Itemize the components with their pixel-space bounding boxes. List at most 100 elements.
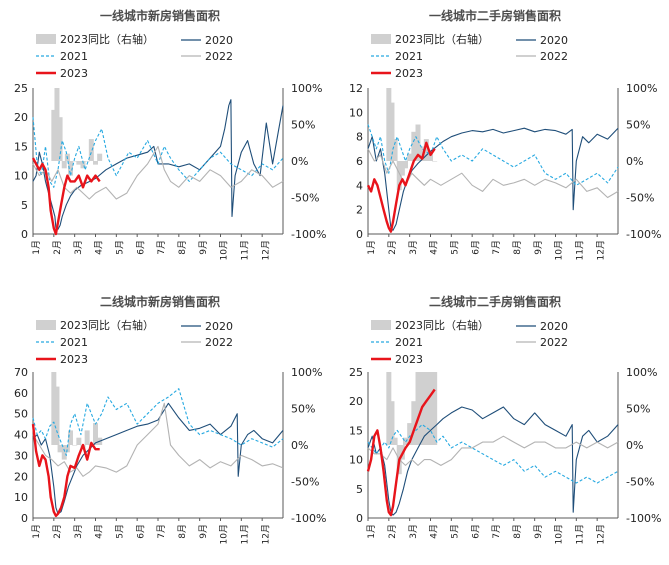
x-tick-label: 2月 [387, 240, 398, 255]
yoy-bar [389, 102, 395, 161]
legend-label-2023: 2023 [395, 67, 423, 80]
x-tick-label: 1月 [366, 524, 377, 539]
x-tick-label: 9月 [198, 240, 209, 255]
x-tick-label: 4月 [94, 240, 105, 255]
x-tick-label: 6月 [470, 240, 481, 255]
y-tick-label: 10 [349, 106, 363, 119]
x-tick-label: 3月 [73, 240, 84, 255]
y-tick-label: 5 [356, 483, 363, 496]
yoy-bar [84, 161, 90, 162]
y-tick-label: 20 [14, 470, 28, 483]
x-tick-label: 10月 [554, 524, 565, 544]
x-tick-label: 7月 [156, 524, 167, 539]
x-tick-label: 7月 [156, 240, 167, 255]
legend-label-2020: 2020 [205, 34, 233, 47]
chart-title: 一线城市二手房销售面积 [429, 8, 561, 23]
series-line-2023 [366, 141, 436, 233]
yoy-bar [72, 161, 78, 162]
legend-label-2021: 2021 [60, 336, 88, 349]
x-tick-label: 6月 [135, 524, 146, 539]
y-tick-label: 40 [14, 429, 28, 442]
yoy-bar [97, 153, 103, 161]
legend-label-yoy: 2023同比（右轴） [395, 318, 489, 332]
y2-tick-label: 50% [626, 403, 650, 416]
yoy-bar [84, 430, 90, 445]
series-line-2020 [32, 99, 284, 230]
yoy-bar [93, 423, 98, 445]
series-line-2022 [32, 145, 284, 200]
x-tick-label: 5月 [449, 524, 460, 539]
x-tick-label: 1月 [366, 240, 377, 255]
x-tick-label: 3月 [408, 240, 419, 255]
yoy-bar [423, 372, 429, 445]
yoy-bar [93, 161, 98, 165]
yoy-bar [396, 161, 402, 191]
x-tick-label: 1月 [31, 240, 42, 255]
yoy-bar [76, 161, 82, 165]
y2-tick-label: 0% [626, 155, 643, 168]
legend-label-2022: 2022 [205, 50, 233, 63]
series-line-2020 [367, 406, 619, 516]
y-tick-label: 6 [356, 155, 363, 168]
legend-label-2022: 2022 [540, 50, 568, 63]
x-tick-label: 5月 [449, 240, 460, 255]
yoy-bar [392, 139, 398, 161]
yoy-bar [68, 430, 73, 445]
series-line-2020 [32, 402, 284, 515]
x-tick-label: 10月 [219, 524, 230, 544]
yoy-bar [432, 161, 438, 162]
x-tick-label: 3月 [408, 524, 419, 539]
legend-label-2020: 2020 [540, 34, 568, 47]
y2-tick-label: 100% [626, 366, 657, 379]
yoy-bar [419, 146, 425, 161]
y-tick-label: 25 [14, 82, 28, 95]
x-tick-label: 10月 [554, 240, 565, 260]
y-tick-label: 30 [14, 449, 28, 462]
y2-tick-label: 50% [626, 119, 650, 132]
y2-tick-label: -50% [626, 192, 654, 205]
x-tick-label: 8月 [512, 240, 523, 255]
y-tick-label: 10 [14, 491, 28, 504]
y2-tick-label: -50% [291, 476, 319, 489]
x-tick-label: 6月 [470, 524, 481, 539]
series-line-2021 [32, 117, 284, 188]
y-tick-label: 4 [356, 179, 363, 192]
y-tick-label: 8 [356, 131, 363, 144]
series-line-2021 [367, 424, 619, 484]
yoy-bar [428, 153, 433, 161]
legend-swatch-yoy [36, 320, 56, 330]
yoy-bar [415, 372, 421, 445]
x-tick-label: 12月 [260, 240, 271, 260]
yoy-bar [57, 117, 63, 161]
yoy-bar [51, 109, 57, 161]
x-tick-label: 2月 [52, 240, 63, 255]
x-tick-label: 7月 [491, 524, 502, 539]
x-tick-label: 11月 [574, 240, 585, 260]
y-tick-label: 0 [21, 228, 28, 241]
y-tick-label: 20 [349, 395, 363, 408]
x-tick-label: 11月 [239, 524, 250, 544]
y2-tick-label: -100% [291, 512, 326, 525]
yoy-bar [57, 445, 63, 453]
yoy-bar [61, 445, 67, 460]
legend-label-2020: 2020 [205, 320, 233, 333]
y2-tick-label: 50% [291, 119, 315, 132]
y2-tick-label: -100% [291, 228, 326, 241]
y2-tick-label: 100% [291, 82, 322, 95]
y2-tick-label: 50% [291, 403, 315, 416]
y-tick-label: 50 [14, 408, 28, 421]
series-line-2023 [31, 423, 100, 518]
legend-label-yoy: 2023同比（右轴） [60, 318, 154, 332]
legend-label-2021: 2021 [395, 336, 423, 349]
y2-tick-label: 100% [626, 82, 657, 95]
y2-tick-label: -50% [626, 476, 654, 489]
series-line-2022 [32, 402, 284, 477]
legend-label-yoy: 2023同比（右轴） [395, 32, 489, 46]
x-tick-label: 3月 [73, 524, 84, 539]
legend-label-yoy: 2023同比（右轴） [60, 32, 154, 46]
x-tick-label: 9月 [198, 524, 209, 539]
chart-title: 二线城市新房销售面积 [100, 294, 220, 309]
yoy-bar [428, 372, 433, 445]
y-tick-label: 0 [21, 512, 28, 525]
